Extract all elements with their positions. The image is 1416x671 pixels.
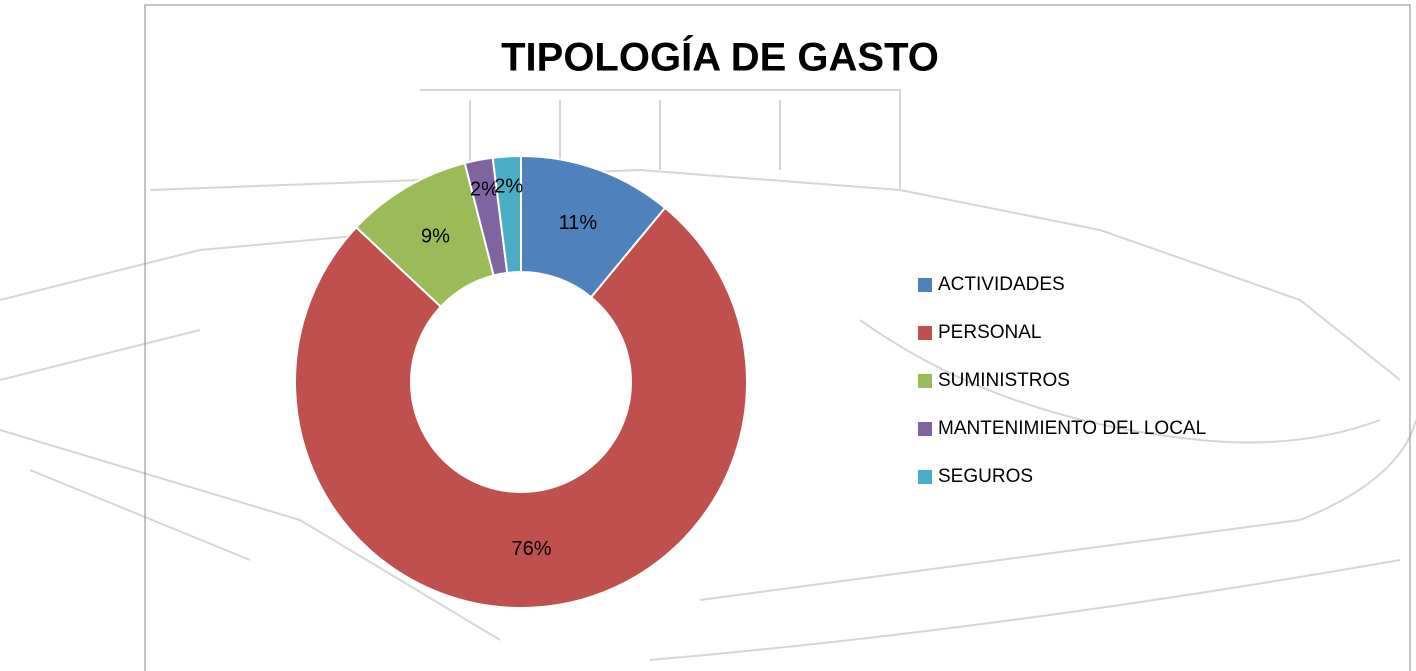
data-label: 11% (559, 212, 598, 234)
legend-swatch (918, 326, 932, 340)
background-sketch (0, 89, 1416, 661)
data-label: 2% (470, 179, 499, 201)
legend-swatch (918, 422, 932, 436)
donut-segment (491, 154, 522, 274)
chart-title: TIPOLOGÍA DE GASTO (501, 35, 939, 80)
donut-segment (294, 206, 748, 609)
legend-label: MANTENIMIENTO DEL LOCAL (938, 418, 1206, 439)
legend-label: SEGUROS (938, 466, 1033, 487)
legend-label: ACTIVIDADES (938, 274, 1065, 295)
data-label: 76% (512, 538, 552, 560)
chart-frame (144, 4, 1411, 671)
data-label: 2% (494, 176, 523, 198)
legend-swatch (918, 374, 932, 388)
data-label: 9% (421, 226, 450, 248)
legend-swatch (918, 278, 932, 292)
legend-label: PERSONAL (938, 322, 1041, 343)
legend-swatch (918, 470, 932, 484)
legend-label: SUMINISTROS (938, 370, 1070, 391)
